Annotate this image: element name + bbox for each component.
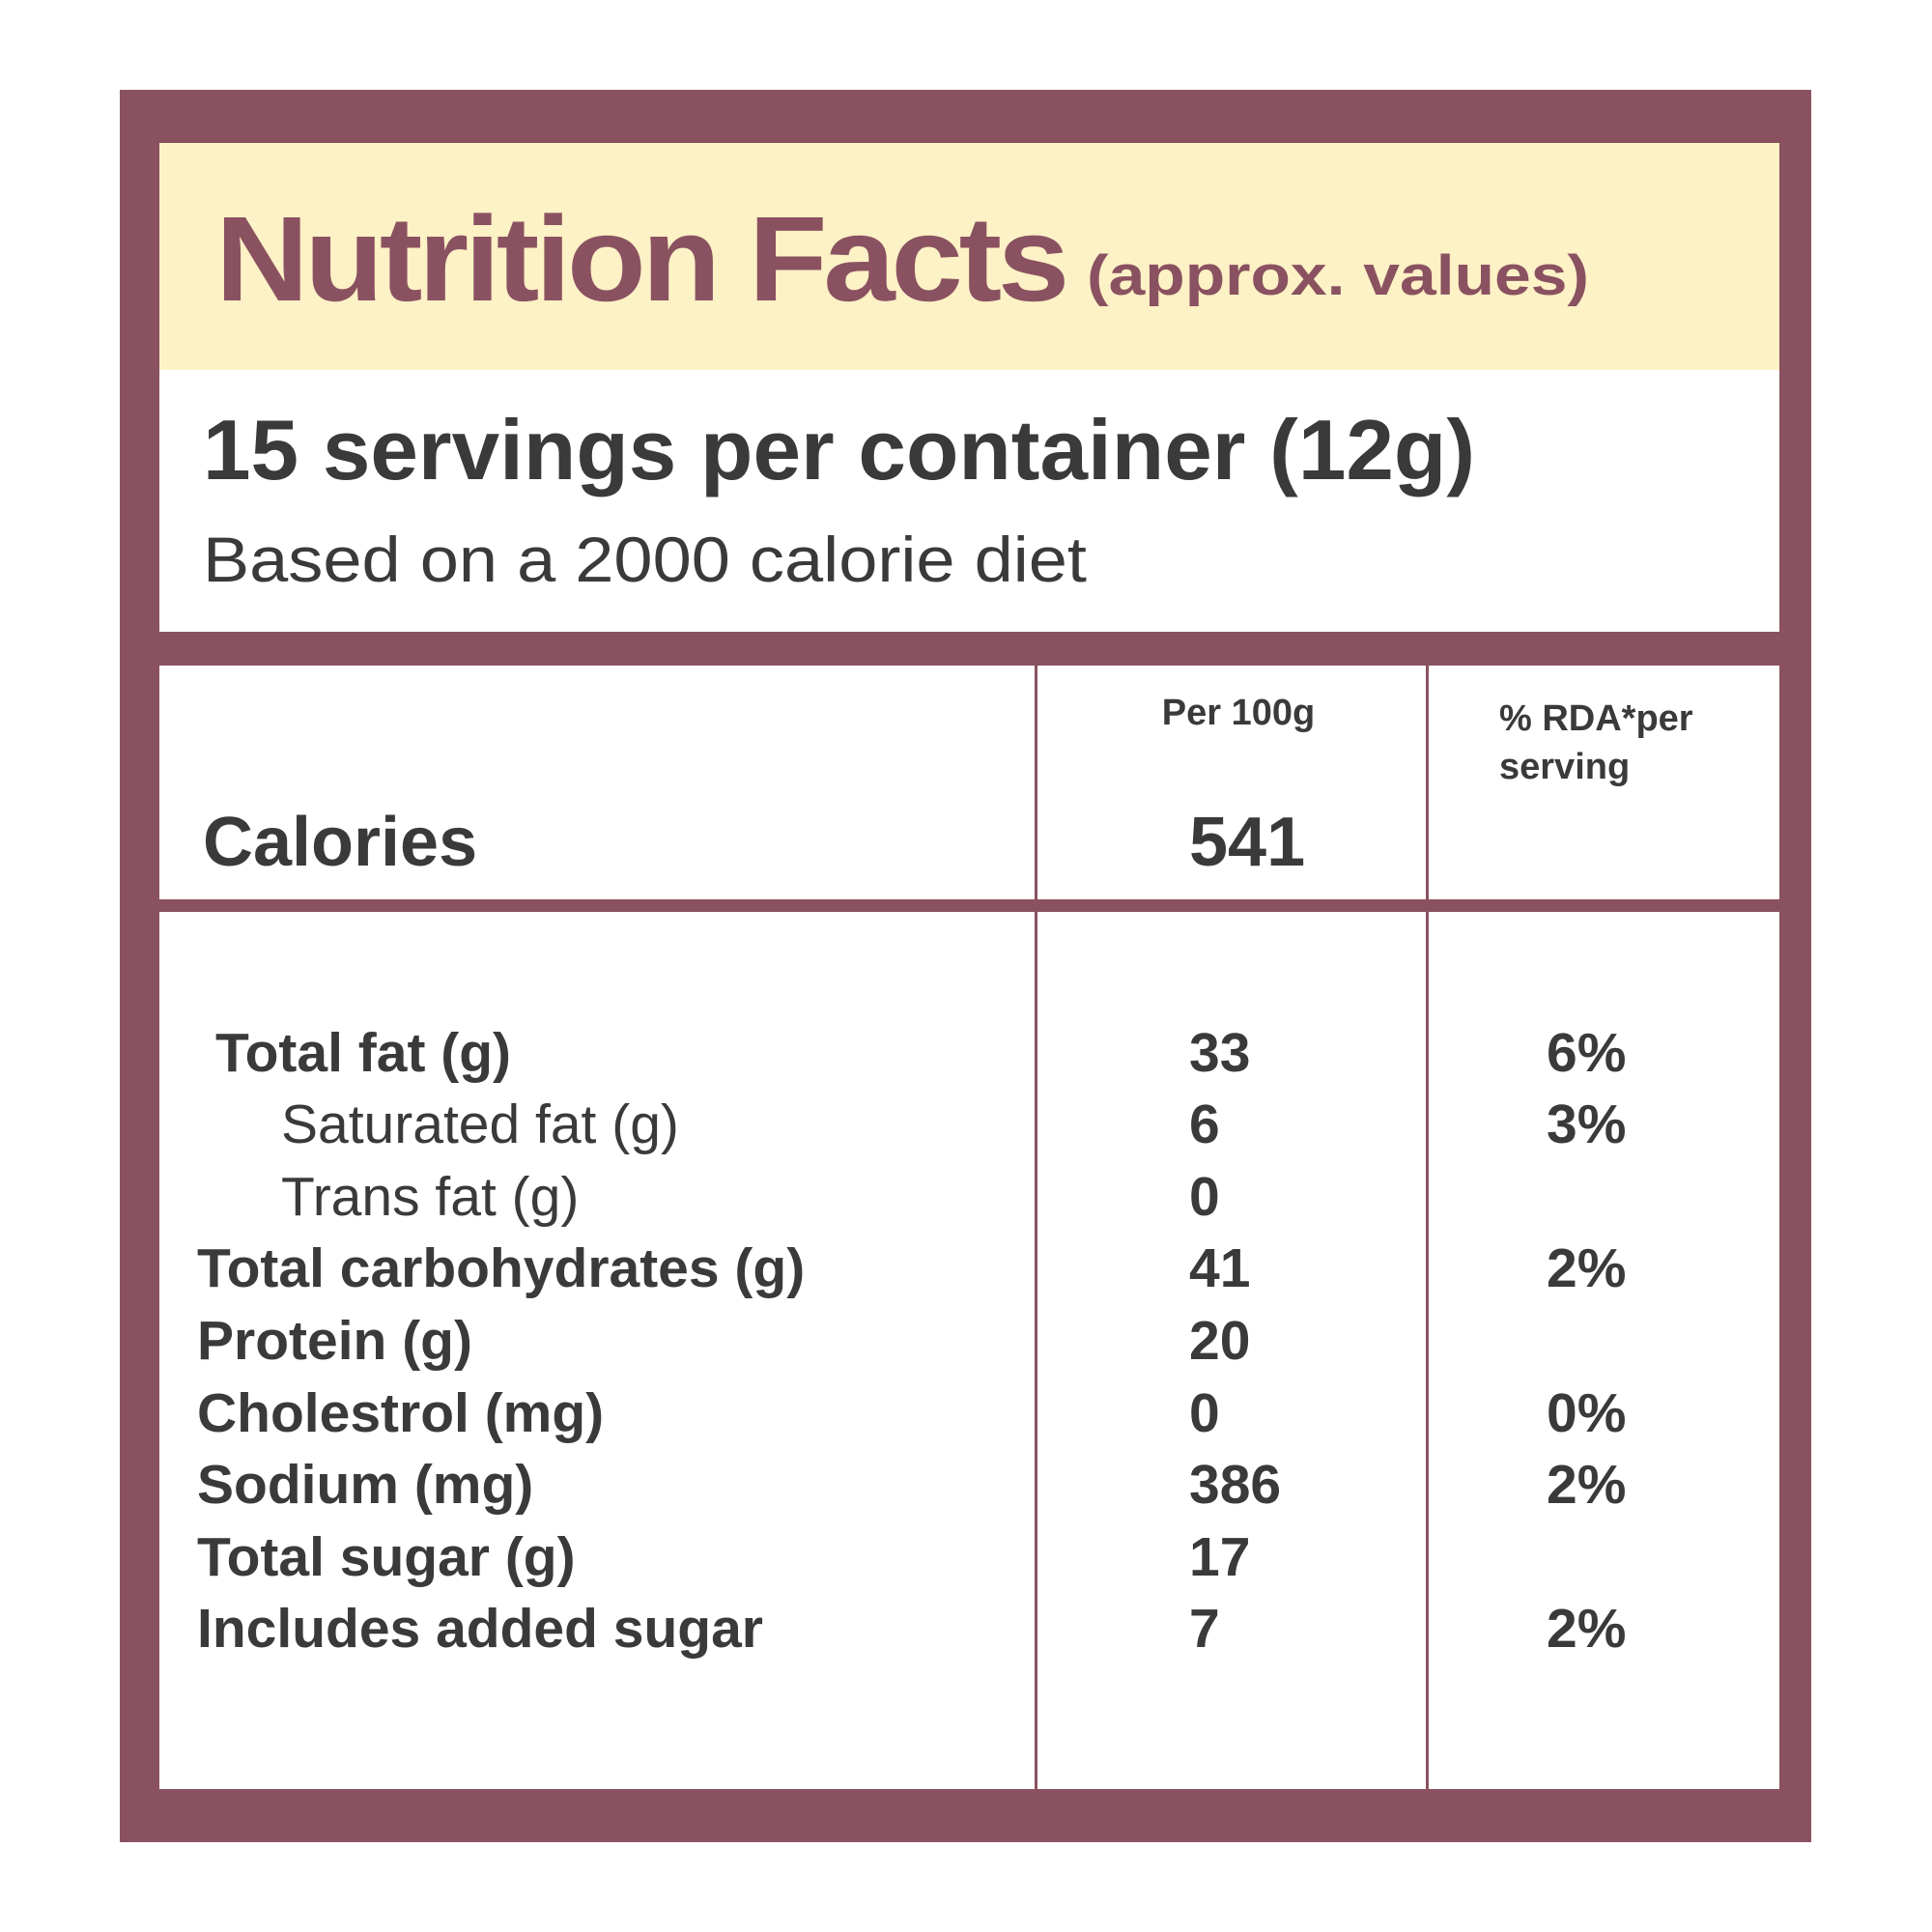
- nutrient-name: Includes added sugar: [197, 1598, 763, 1661]
- nutrient-name: Total fat (g): [215, 1021, 512, 1084]
- title-band: [159, 143, 1779, 370]
- nutrient-name: Saturated fat (g): [281, 1094, 679, 1156]
- nutrient-name: Sodium (mg): [197, 1454, 534, 1517]
- label-subtitle: (approx. values): [1087, 244, 1589, 307]
- column-header: % RDA*per serving: [1499, 698, 1693, 787]
- nutrient-name: Total sugar (g): [197, 1525, 576, 1588]
- serving-panel: [159, 370, 1779, 632]
- nutrient-rda: 3%: [1547, 1094, 1627, 1156]
- nutrient-amount: 0: [1189, 1165, 1220, 1228]
- nutrient-rda: 2%: [1547, 1237, 1627, 1300]
- nutrient-amount: 20: [1189, 1309, 1251, 1372]
- calories-divider: [159, 899, 1779, 912]
- nutrient-rda: 2%: [1547, 1454, 1627, 1517]
- nutrient-amount: 386: [1189, 1454, 1282, 1517]
- nutrient-name: Protein (g): [197, 1309, 472, 1372]
- label-title: Nutrition Facts: [215, 192, 1069, 327]
- column-divider: [1426, 666, 1429, 1789]
- column-header: Per 100g: [1161, 693, 1316, 733]
- nutrient-amount: 0: [1189, 1381, 1220, 1444]
- nutrient-amount: 17: [1189, 1525, 1251, 1588]
- nutrient-rda: 6%: [1547, 1021, 1627, 1084]
- table-panel: [159, 666, 1779, 1789]
- column-divider: [1035, 666, 1037, 1789]
- nutrient-amount: 41: [1189, 1237, 1251, 1300]
- calories-value: 541: [1189, 804, 1306, 881]
- nutrient-amount: 7: [1189, 1598, 1220, 1661]
- nutrient-amount: 33: [1189, 1021, 1251, 1084]
- nutrient-name: Total carbohydrates (g): [197, 1237, 806, 1300]
- nutrient-name: Cholestrol (mg): [197, 1381, 605, 1444]
- nutrient-rda: 2%: [1547, 1598, 1627, 1661]
- calories-label: Calories: [203, 804, 478, 881]
- nutrient-name: Trans fat (g): [281, 1165, 580, 1228]
- nutrient-amount: 6: [1189, 1094, 1220, 1156]
- diet-basis-text: Based on a 2000 calorie diet: [203, 524, 1087, 595]
- servings-text: 15 servings per container (12g): [203, 402, 1475, 497]
- nutrient-rda: 0%: [1547, 1381, 1627, 1444]
